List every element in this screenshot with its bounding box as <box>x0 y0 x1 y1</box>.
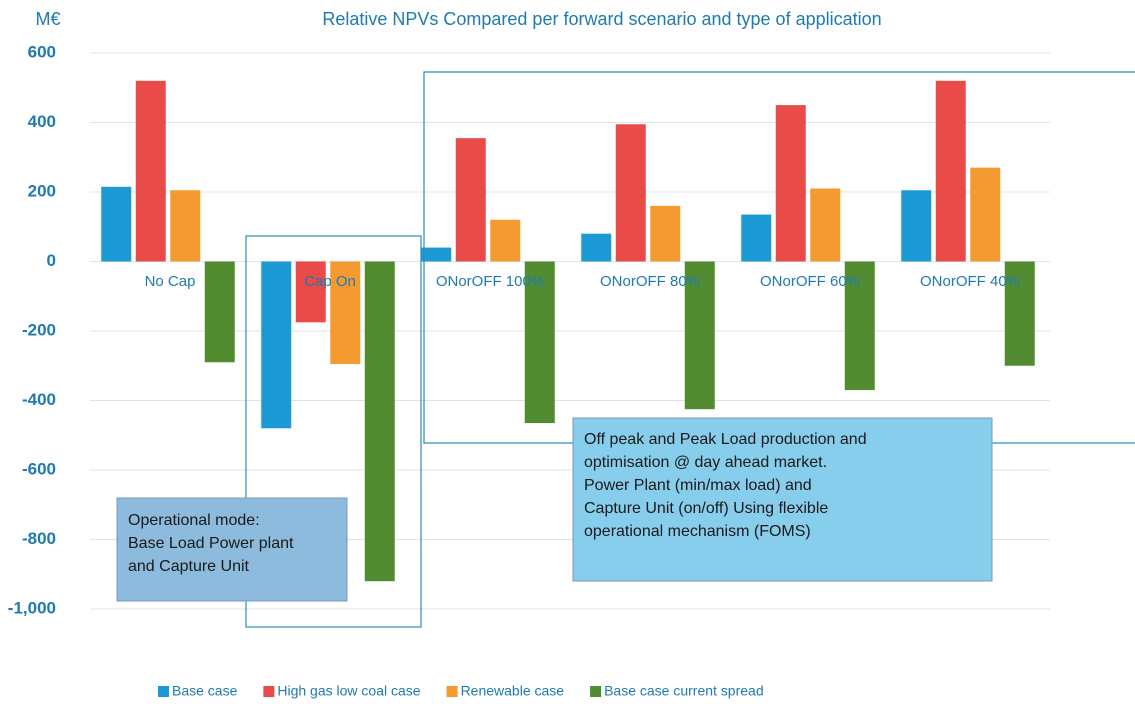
y-tick-label: -400 <box>22 390 56 409</box>
bar <box>490 219 521 262</box>
x-tick-label: ONorOFF 40% <box>920 273 1020 290</box>
bar <box>455 138 486 262</box>
legend-swatch <box>158 686 169 697</box>
legend-swatch <box>590 686 602 697</box>
annotation-text: Power Plant (min/max load) and <box>584 477 812 494</box>
bar <box>170 190 201 262</box>
bar <box>581 233 612 262</box>
y-tick-label: -800 <box>22 529 56 548</box>
bars: No Cap Cap On ONorOFF 100% ONorOFF 80% ONorO… <box>101 80 1035 582</box>
bar <box>615 124 646 262</box>
bar <box>684 261 715 410</box>
annotation-text: Base Load Power plant <box>128 535 294 552</box>
annotation-text: Capture Unit (on/off) Using flexible <box>584 500 828 517</box>
bar <box>935 80 966 262</box>
legend-label: Base case current spread <box>604 683 764 699</box>
bar <box>364 261 395 582</box>
legend-label: Renewable case <box>461 683 565 699</box>
y-axis-label: M€ <box>35 9 60 29</box>
bar <box>261 261 292 429</box>
bar <box>204 261 235 363</box>
y-tick-label: 400 <box>28 112 56 131</box>
y-tick-label: -600 <box>22 459 56 478</box>
x-tick-label: ONorOFF 80% <box>600 273 700 290</box>
y-tick-label: -200 <box>22 320 56 339</box>
annotation-text: Off peak and Peak Load production and <box>584 431 867 448</box>
bar <box>901 190 932 262</box>
outline-box <box>245 235 422 628</box>
y-tick-label: -1,000 <box>8 598 56 617</box>
annotation-text: and Capture Unit <box>128 558 250 575</box>
bar <box>135 80 166 262</box>
annotation-box <box>116 497 348 602</box>
bar <box>1004 261 1035 366</box>
y-tick-label: 200 <box>28 181 56 200</box>
annotation-text: optimisation @ day ahead market. <box>584 454 827 471</box>
legend: Base case High gas low coal case Renewable… <box>158 683 764 699</box>
annotation-text: Operational mode: <box>128 512 260 529</box>
annotation-box <box>572 417 993 582</box>
bar <box>741 214 772 262</box>
bar <box>775 105 806 262</box>
bar <box>524 261 555 424</box>
grid: 600 400 200 0 -200 -400 -600 -800 -1,000 <box>8 42 1050 617</box>
x-tick-label: ONorOFF 60% <box>760 273 860 290</box>
y-tick-label: 600 <box>28 42 56 61</box>
bar <box>101 186 132 262</box>
legend-label: Base case <box>172 683 238 699</box>
legend-label: High gas low coal case <box>277 683 420 699</box>
y-tick-label: 0 <box>47 251 56 270</box>
bar <box>421 247 452 262</box>
bar <box>810 188 841 262</box>
overlay: Operational mode: Base Load Power plant an… <box>116 71 1135 628</box>
bar <box>295 261 326 323</box>
legend-swatch <box>446 686 458 697</box>
annotation-text: operational mechanism (FOMS) <box>584 523 811 540</box>
x-tick-label: Cap On <box>304 273 356 290</box>
bar <box>330 261 361 365</box>
bar <box>844 261 875 391</box>
x-tick-label: No Cap <box>145 273 196 290</box>
bar <box>970 167 1001 262</box>
bar <box>650 205 681 262</box>
legend-swatch <box>263 686 275 697</box>
x-tick-label: ONorOFF 100% <box>436 273 544 290</box>
chart-title: Relative NPVs Compared per forward scena… <box>322 9 881 29</box>
